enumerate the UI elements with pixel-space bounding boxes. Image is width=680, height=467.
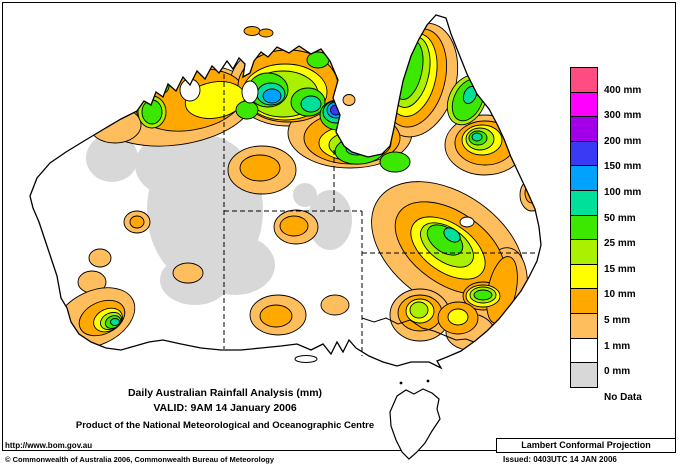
copyright-text: © Commonwealth of Australia 2006, Common… [5,455,275,464]
legend-label-200mm: 200 mm [604,135,642,147]
bass-strait-island-icon [399,381,403,385]
zero-rain-holes [179,78,475,228]
map-title: Daily Australian Rainfall Analysis (mm) [127,387,323,399]
map-frame [2,2,676,451]
rainfall-contour-layers [54,22,541,351]
legend-swatch-nodata [570,362,598,388]
melville-island [258,28,274,38]
legend: 400 mm 300 mm 200 mm 150 mm 100 mm 50 mm 25 mm… [570,67,680,407]
legend-swatch-300mm [570,91,598,118]
legend-swatch-150mm [570,140,598,167]
bass-strait-island-icon [426,379,430,383]
legend-label-300mm: 300 mm [604,110,642,122]
legend-label-100mm: 100 mm [604,187,642,198]
tasmania-outline [389,388,441,460]
legend-swatch-10mm [570,263,598,290]
legend-label-5mm: 5 mm [604,315,631,326]
legend-label-50mm: 50 mm [604,212,636,224]
kangaroo-island [294,355,318,363]
legend-label-25mm: 25 mm [604,238,636,250]
legend-label-10mm: 10 mm [604,289,636,301]
legend-label-nodata: No Data [604,391,642,403]
legend-label-1mm: 1 mm [604,340,631,352]
projection-label: Lambert Conformal Projection [496,438,676,453]
legend-swatch-50mm [570,189,598,216]
legend-swatch-100mm [570,165,598,191]
valid-date: VALID: 9AM 14 January 2006 [153,402,297,414]
legend-label-150mm: 150 mm [604,161,642,173]
legend-swatch-25mm [570,214,598,241]
legend-label-15mm: 15 mm [604,263,636,275]
legend-swatch-5mm [570,288,598,314]
state-borders [223,74,536,356]
murray-river-border [361,317,475,343]
legend-label-0mm: 0 mm [604,366,631,378]
legend-label-400mm: 400 mm [604,84,642,96]
legend-swatch-15mm [570,239,598,265]
legend-swatch-1mm [570,312,598,339]
legend-swatch-column [570,67,598,388]
groote-eylandt [342,94,356,106]
legend-swatch-200mm [570,116,598,142]
bom-url: http://www.bom.gov.au [5,441,93,450]
product-line: Product of the National Meteorological a… [75,420,375,431]
issued-timestamp: Issued: 0403UTC 14 JAN 2006 [503,455,617,464]
tiwi-islands [243,26,261,36]
legend-swatch-0mm [570,337,598,364]
legend-swatch-400mm [570,67,598,93]
islands [243,26,441,460]
